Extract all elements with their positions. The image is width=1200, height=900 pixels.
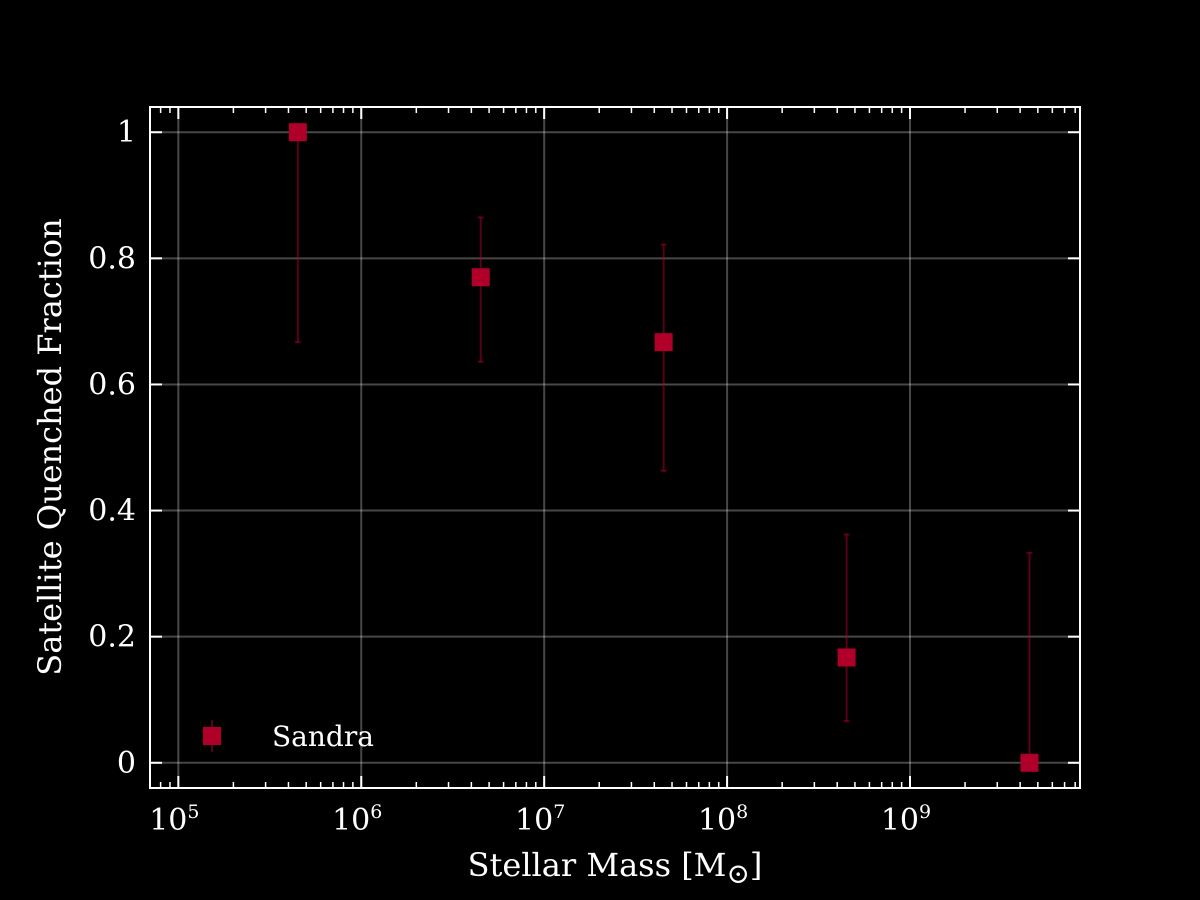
x-tick-label: 107 — [515, 801, 565, 838]
square-marker — [471, 268, 490, 287]
y-tick-label: 0.2 — [88, 620, 136, 655]
y-tick-label: 0.8 — [88, 241, 136, 276]
square-marker — [1020, 753, 1039, 772]
grid-lines — [150, 107, 1080, 788]
data-point — [471, 216, 490, 363]
data-point — [1020, 551, 1039, 772]
x-tick-label: 108 — [698, 801, 748, 838]
square-marker — [837, 648, 856, 667]
solar-symbol: ⊙ — [726, 857, 749, 890]
legend-label: Sandra — [272, 720, 374, 753]
y-tick-label: 1 — [117, 115, 136, 150]
data-point — [654, 243, 673, 472]
x-tick-labels: 105 106 107 108 109 — [149, 801, 931, 838]
x-axis-label: Stellar Mass [M⊙] — [468, 846, 763, 890]
y-tick-label: 0.6 — [88, 367, 136, 402]
data-point — [288, 123, 307, 344]
data-point — [837, 533, 856, 723]
legend-marker — [203, 727, 221, 745]
axis-ticks — [150, 107, 1080, 788]
legend: Sandra — [203, 720, 374, 753]
x-tick-label: 109 — [881, 801, 931, 838]
data-points — [288, 123, 1039, 772]
square-marker — [654, 333, 673, 352]
y-tick-label: 0 — [117, 746, 136, 781]
x-tick-label: 105 — [149, 801, 199, 838]
square-marker — [288, 123, 307, 142]
y-axis-label: Satellite Quenched Fraction — [31, 218, 69, 675]
plot-frame — [149, 106, 1081, 789]
y-tick-label: 0.4 — [88, 494, 136, 529]
x-tick-label: 106 — [332, 801, 382, 838]
y-tick-labels: 0 0.2 0.4 0.6 0.8 1 — [88, 115, 136, 781]
